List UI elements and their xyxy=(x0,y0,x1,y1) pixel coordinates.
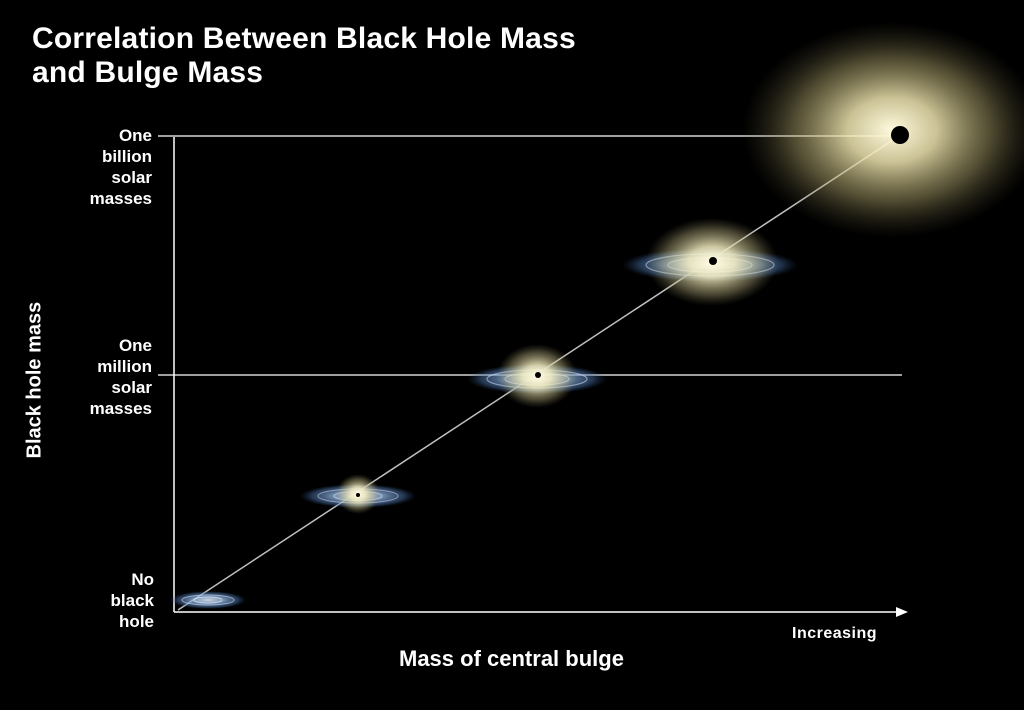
black-hole-small xyxy=(356,493,360,497)
black-hole-elliptical xyxy=(891,126,909,144)
tick-label-billion: One billion solar masses xyxy=(89,126,152,208)
galaxy-bulgeless-disk xyxy=(170,591,246,609)
diagram-title: Correlation Between Black Hole Mass and … xyxy=(32,22,576,90)
galaxy-elliptical xyxy=(742,22,1024,238)
galaxy-small-bulge xyxy=(300,474,416,514)
black-hole-large xyxy=(709,257,717,265)
tick-label-no-black-hole: No black hole xyxy=(110,570,154,631)
galaxy-medium-bulge xyxy=(467,344,607,408)
x-axis-arrowhead xyxy=(896,607,908,617)
x-axis-label: Mass of central bulge xyxy=(399,646,624,671)
title-line-1: Correlation Between Black Hole Mass xyxy=(32,22,576,55)
tick-label-million: One million solar masses xyxy=(89,336,152,418)
galaxy-large-bulge xyxy=(622,218,798,306)
black-hole-medium xyxy=(535,372,541,378)
y-axis-label: Black hole mass xyxy=(23,301,46,459)
x-axis-increasing-note: Increasing xyxy=(792,625,878,642)
title-line-2: and Bulge Mass xyxy=(32,56,264,89)
